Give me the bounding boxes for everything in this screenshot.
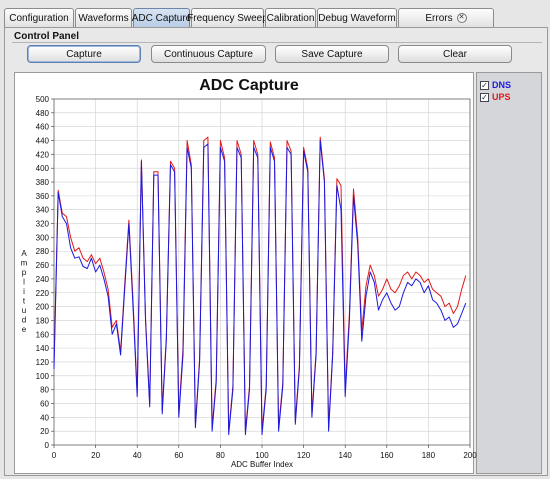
y-axis-label-char: i bbox=[23, 287, 25, 296]
y-tick-label: 480 bbox=[36, 109, 50, 118]
y-tick-label: 360 bbox=[36, 192, 50, 201]
legend-label-ups: UPS bbox=[492, 92, 511, 102]
capture-button[interactable]: Capture bbox=[27, 45, 141, 63]
tab-adc-capture[interactable]: ADC Capture bbox=[131, 8, 192, 27]
y-tick-label: 300 bbox=[36, 233, 50, 242]
x-tick-label: 80 bbox=[216, 451, 225, 460]
close-icon[interactable]: ✕ bbox=[456, 13, 467, 23]
divider bbox=[12, 42, 542, 43]
y-tick-label: 240 bbox=[36, 275, 50, 284]
y-tick-label: 0 bbox=[45, 441, 50, 450]
y-tick-label: 100 bbox=[36, 372, 50, 381]
y-tick-label: 140 bbox=[36, 344, 50, 353]
tab-label: Debug Waveform bbox=[318, 12, 396, 24]
x-axis: 0 20 40 60 80 100 120 140 160 180 200 bbox=[52, 445, 477, 460]
x-tick-label: 40 bbox=[133, 451, 142, 460]
y-axis: 0 20 40 60 80 100 120 140 160 180 200 220 240 260 280 3… bbox=[36, 95, 54, 450]
chart-series bbox=[53, 136, 467, 436]
tab-label: Errors bbox=[425, 12, 453, 24]
y-axis-label-char: A bbox=[21, 249, 27, 258]
y-axis-label-char: t bbox=[23, 297, 26, 306]
tab-label: Configuration bbox=[9, 12, 69, 24]
save-capture-button[interactable]: Save Capture bbox=[275, 45, 389, 63]
y-tick-label: 160 bbox=[36, 330, 50, 339]
x-axis-label: ADC Buffer Index bbox=[231, 460, 293, 469]
legend-item-dns[interactable]: ✓ DNS bbox=[480, 80, 511, 90]
clear-button[interactable]: Clear bbox=[398, 45, 512, 63]
checkbox-dns[interactable]: ✓ bbox=[480, 80, 489, 90]
x-tick-label: 140 bbox=[339, 451, 353, 460]
y-tick-label: 400 bbox=[36, 164, 50, 173]
y-tick-label: 20 bbox=[40, 427, 49, 436]
chart-title: ADC Capture bbox=[199, 77, 299, 94]
y-tick-label: 60 bbox=[40, 399, 49, 408]
y-axis-label-char: d bbox=[22, 316, 26, 325]
tab-label: Frequency Sweep bbox=[187, 12, 268, 24]
y-tick-label: 180 bbox=[36, 316, 50, 325]
tab-calibration[interactable]: Calibration bbox=[265, 8, 316, 27]
legend-label-dns: DNS bbox=[492, 80, 512, 90]
x-tick-label: 100 bbox=[255, 451, 269, 460]
y-tick-label: 220 bbox=[36, 289, 50, 298]
legend-item-ups[interactable]: ✓ UPS bbox=[480, 92, 511, 102]
tab-configuration[interactable]: Configuration bbox=[4, 8, 74, 27]
tab-bar: Configuration Waveforms ADC Capture Freq… bbox=[4, 8, 495, 27]
plot-panel bbox=[14, 72, 474, 474]
y-axis-label-char: l bbox=[23, 278, 25, 287]
tab-waveforms[interactable]: Waveforms bbox=[75, 8, 132, 27]
x-tick-label: 160 bbox=[380, 451, 394, 460]
y-tick-label: 120 bbox=[36, 358, 50, 367]
y-axis-label-char: e bbox=[22, 325, 27, 334]
continuous-capture-button[interactable]: Continuous Capture bbox=[151, 45, 266, 63]
y-tick-label: 380 bbox=[36, 178, 50, 187]
tab-label: Calibration bbox=[266, 12, 315, 24]
y-tick-label: 320 bbox=[36, 220, 50, 229]
tab-errors[interactable]: Errors ✕ bbox=[398, 8, 494, 27]
tab-frequency-sweep[interactable]: Frequency Sweep bbox=[187, 8, 268, 27]
y-tick-label: 420 bbox=[36, 150, 50, 159]
x-tick-label: 200 bbox=[463, 451, 477, 460]
tab-label: Waveforms bbox=[78, 12, 129, 24]
y-tick-label: 440 bbox=[36, 137, 50, 146]
y-tick-label: 460 bbox=[36, 123, 50, 132]
series-line-dns bbox=[53, 140, 467, 436]
x-tick-label: 180 bbox=[422, 451, 436, 460]
y-axis-label-char: p bbox=[22, 268, 27, 277]
legend-panel: ✓ DNS ✓ UPS bbox=[476, 72, 542, 474]
y-tick-label: 500 bbox=[36, 95, 50, 104]
y-tick-label: 80 bbox=[40, 386, 49, 395]
control-panel-title: Control Panel bbox=[14, 31, 80, 42]
y-tick-label: 280 bbox=[36, 247, 50, 256]
y-tick-label: 200 bbox=[36, 303, 50, 312]
y-tick-label: 340 bbox=[36, 206, 50, 215]
y-axis-label-char: m bbox=[21, 259, 28, 268]
x-tick-label: 20 bbox=[91, 451, 100, 460]
checkbox-ups[interactable]: ✓ bbox=[480, 92, 489, 102]
y-tick-label: 40 bbox=[40, 413, 49, 422]
tab-label: ADC Capture bbox=[131, 12, 192, 24]
y-axis-label-char: u bbox=[22, 306, 26, 315]
x-tick-label: 0 bbox=[52, 451, 57, 460]
y-tick-label: 260 bbox=[36, 261, 50, 270]
tab-debug-waveform[interactable]: Debug Waveform bbox=[317, 8, 397, 27]
x-tick-label: 120 bbox=[297, 451, 311, 460]
x-tick-label: 60 bbox=[174, 451, 183, 460]
